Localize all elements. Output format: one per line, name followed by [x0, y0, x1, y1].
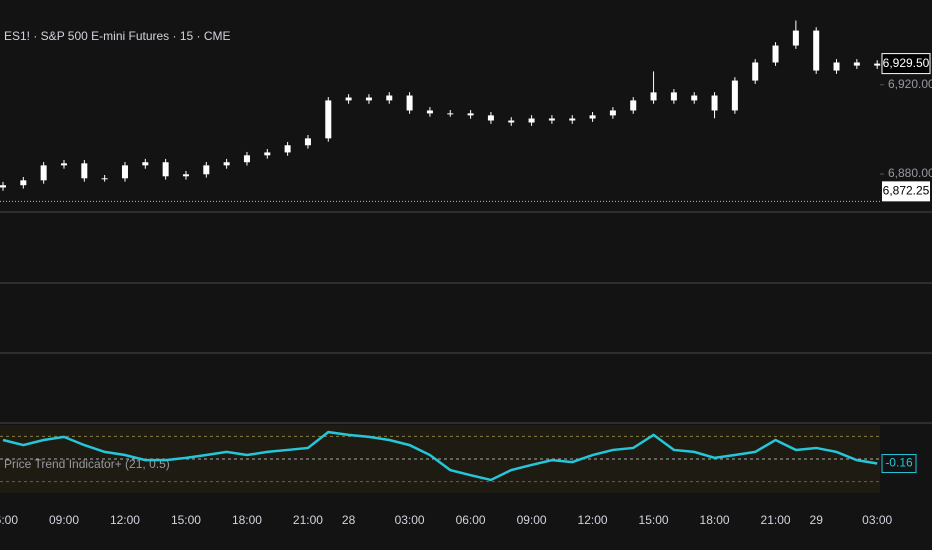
candle-body: [650, 92, 657, 101]
candle-body: [548, 118, 555, 121]
candle-body: [0, 185, 6, 188]
candle-body: [426, 110, 433, 114]
x-tick-label: 29: [810, 513, 824, 527]
x-tick-label: 21:00: [293, 513, 323, 527]
candle-body: [569, 118, 576, 121]
candle-body: [365, 97, 372, 101]
candle-body: [833, 62, 840, 71]
candle-body: [752, 62, 759, 81]
indicator-value-box: [881, 454, 917, 474]
x-tick-label: 18:00: [700, 513, 730, 527]
candle-body: [101, 178, 108, 180]
candle-body: [467, 113, 474, 116]
candle-body: [20, 180, 27, 186]
candle-body: [670, 92, 677, 101]
y-tick-label: 6,880.00: [888, 166, 932, 180]
indicator-line: [2, 430, 878, 482]
candle-body: [121, 165, 128, 179]
x-tick-label: 15:00: [639, 513, 669, 527]
price-label-box: [882, 181, 930, 202]
chart-title: ES1! · S&P 500 E-mini Futures · 15 · CME: [4, 29, 231, 43]
candle-body: [325, 100, 332, 139]
candle-body: [711, 95, 718, 111]
x-tick-label: 18:00: [232, 513, 262, 527]
x-tick-label: 09:00: [49, 513, 79, 527]
candle-body: [508, 120, 515, 123]
y-tick-label: 6,920.00: [888, 77, 932, 91]
candle-body: [792, 30, 799, 46]
candle-body: [223, 162, 230, 166]
candle-body: [142, 162, 149, 166]
candle-body: [345, 97, 352, 101]
candle-body: [203, 165, 210, 175]
indicator-title: Price Trend Indicator+ (21, 0.5): [4, 457, 170, 471]
candle-body: [589, 115, 596, 119]
x-tick-label: 06:00: [456, 513, 486, 527]
candle-body: [264, 152, 271, 156]
x-tick-label: 15:00: [171, 513, 201, 527]
x-tick-label: 03:00: [395, 513, 425, 527]
x-tick-label: 03:00: [862, 513, 892, 527]
candle-body: [182, 174, 189, 177]
candle-body: [772, 45, 779, 63]
candle-body: [731, 80, 738, 111]
candle-body: [447, 113, 454, 115]
candle-body: [284, 145, 291, 153]
x-tick-label: 28: [342, 513, 356, 527]
candle-body: [487, 115, 494, 121]
price-label: 6,872.25: [883, 184, 930, 198]
candle-body: [874, 63, 881, 66]
candle-body: [528, 118, 535, 123]
candle-body: [243, 155, 250, 163]
x-tick-label: 21:00: [761, 513, 791, 527]
x-tick-label: 12:00: [578, 513, 608, 527]
candle-body: [162, 162, 169, 177]
x-tick-label: 09:00: [517, 513, 547, 527]
candle-body: [81, 163, 88, 179]
candle-body: [304, 138, 311, 146]
candle-body: [813, 30, 820, 71]
candle-body: [60, 163, 67, 166]
candle-body: [40, 165, 47, 181]
candle-body: [406, 95, 413, 111]
x-tick-label: 12:00: [110, 513, 140, 527]
candle-body: [691, 95, 698, 101]
candle-body: [609, 110, 616, 116]
candle-body: [853, 62, 860, 66]
x-tick-label: 06:00: [0, 513, 18, 527]
indicator-value-label: -0.16: [885, 456, 913, 470]
last-price-label: 6,929.50: [883, 56, 930, 70]
candle-body: [386, 95, 393, 101]
last-price-box: [881, 53, 931, 75]
candle-body: [630, 100, 637, 111]
